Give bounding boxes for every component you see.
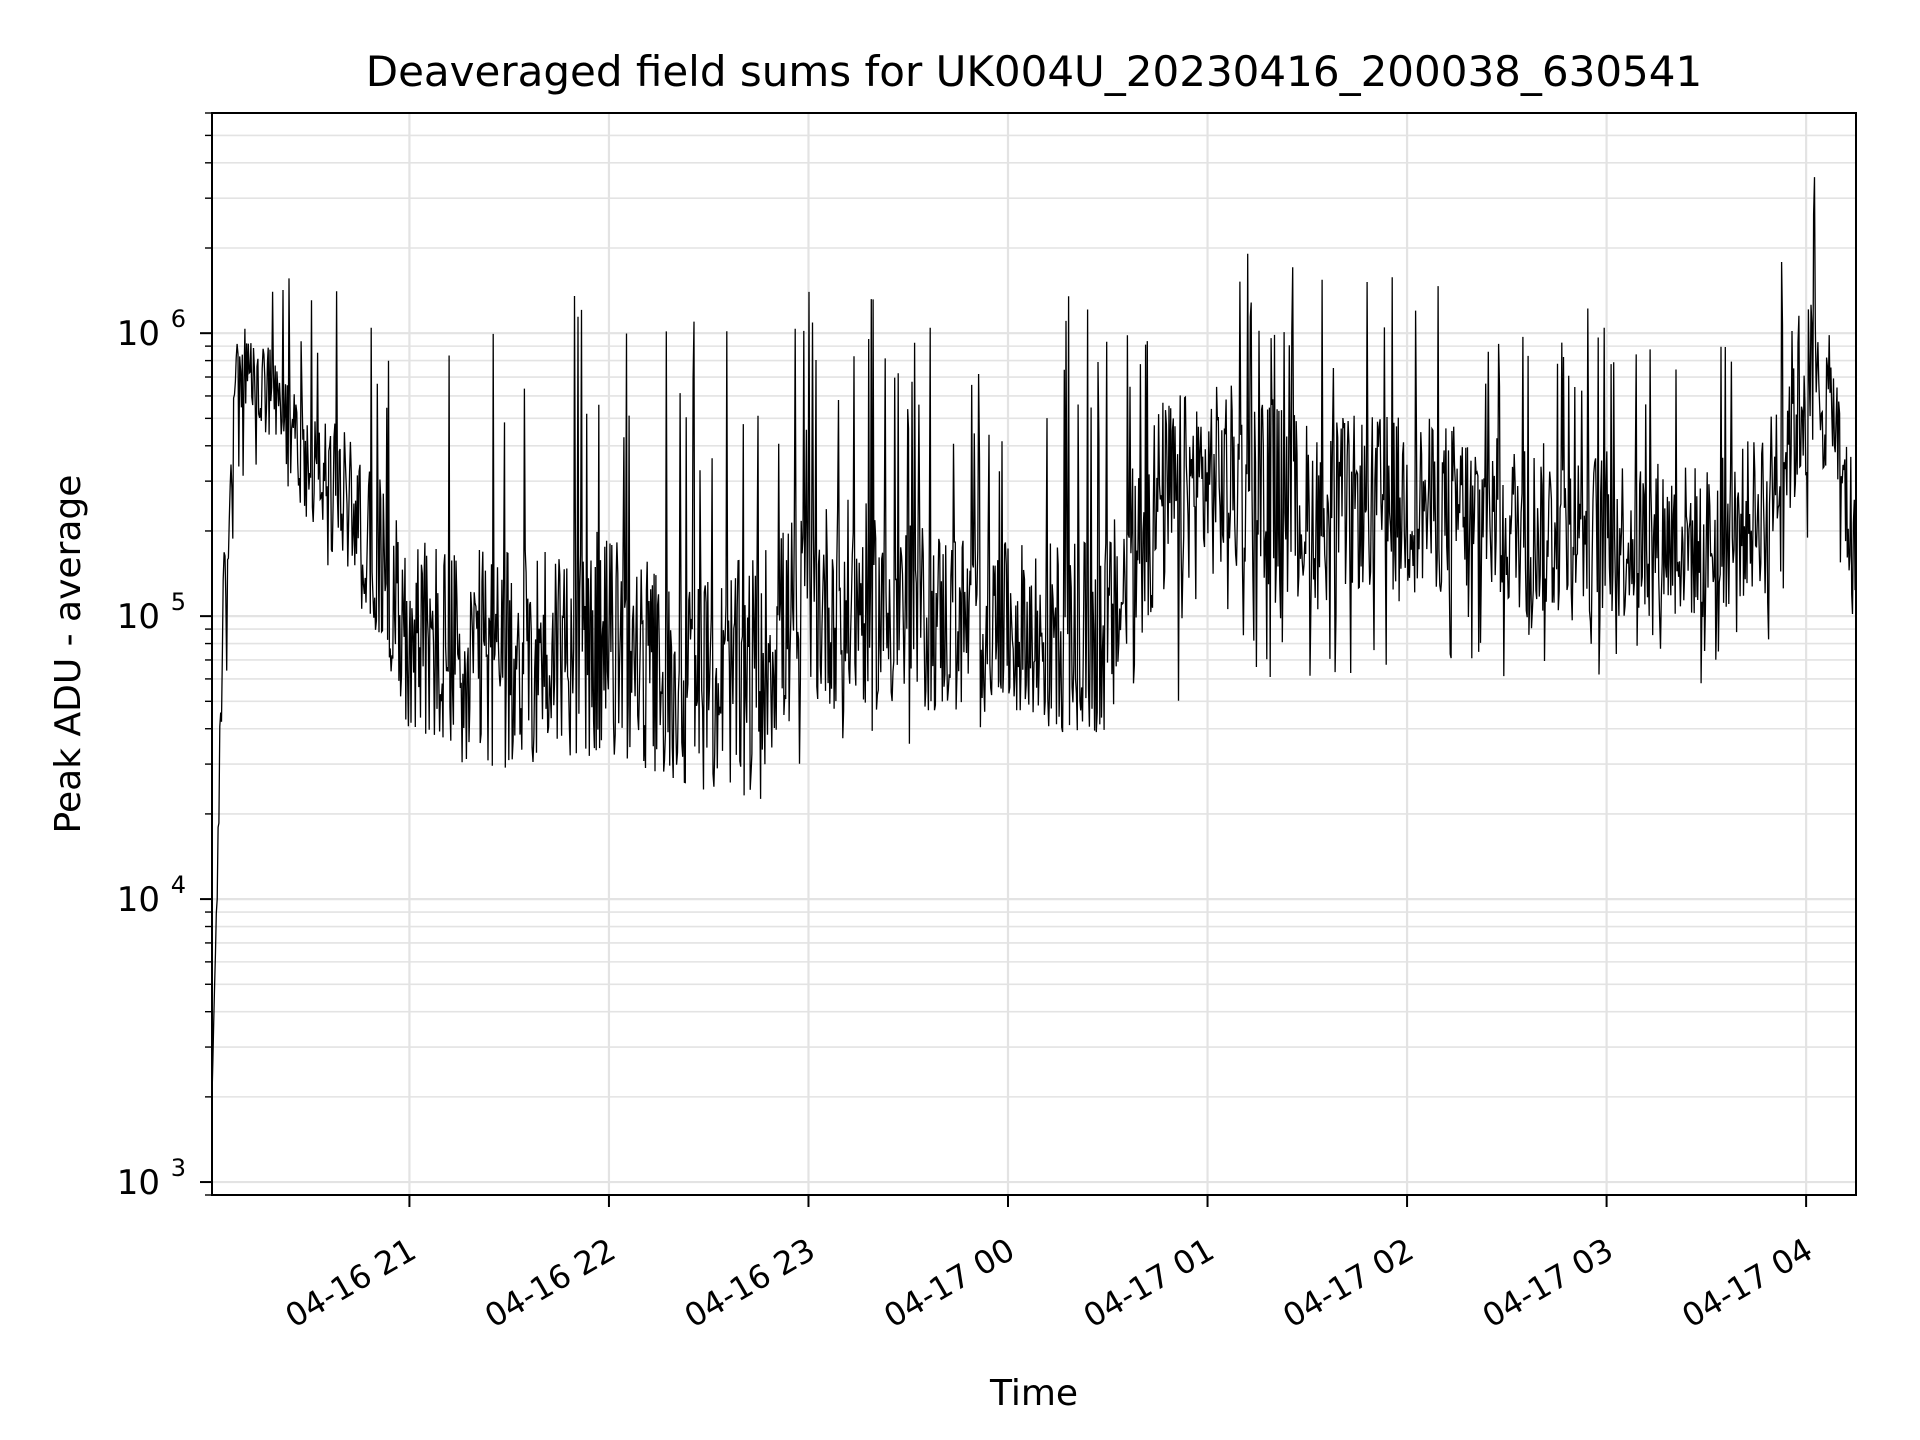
y-axis-label: Peak ADU - average	[48, 475, 89, 834]
x-axis-label: Time	[989, 1373, 1078, 1414]
y-tick-label-exponent: 5	[171, 588, 186, 616]
y-tick-label: 10	[117, 314, 160, 354]
y-tick-label: 10	[117, 880, 160, 920]
y-tick-label-exponent: 4	[171, 871, 186, 899]
y-tick-label-exponent: 3	[171, 1154, 186, 1182]
y-tick-label: 10	[117, 1163, 160, 1203]
series-line	[211, 177, 1857, 1097]
chart-title: Deaveraged field sums for UK004U_2023041…	[366, 47, 1702, 96]
series-layer	[211, 177, 1857, 1097]
plot-frame	[211, 112, 1857, 1196]
y-tick-label: 10	[117, 597, 160, 637]
y-tick-label-exponent: 6	[171, 305, 186, 333]
